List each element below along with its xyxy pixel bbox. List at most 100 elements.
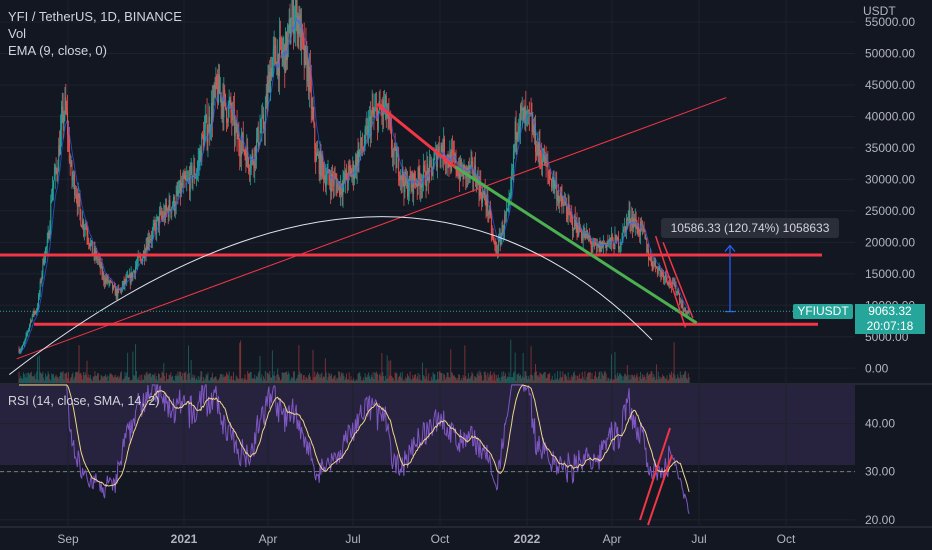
volume-bar	[356, 380, 358, 383]
volume-bar	[686, 379, 688, 383]
candle-body	[406, 178, 408, 184]
candle-body	[453, 152, 455, 159]
volume-bar	[96, 375, 98, 383]
candle-body	[308, 59, 310, 91]
candle-body	[395, 148, 397, 169]
volume-bar	[308, 373, 310, 383]
candle-body	[161, 216, 163, 217]
candle-body	[451, 149, 453, 171]
volume-bar	[105, 376, 107, 383]
volume-bar	[328, 372, 330, 383]
volume-bar	[459, 380, 461, 383]
volume-bar	[60, 372, 62, 383]
candle-body	[678, 294, 680, 302]
volume-bar	[491, 374, 493, 383]
volume-bar	[515, 380, 517, 383]
candle-body	[251, 153, 253, 159]
candle-body	[485, 200, 487, 207]
ema-indicator-label[interactable]: EMA (9, close, 0)	[8, 43, 107, 58]
volume-indicator-label[interactable]: Vol	[8, 26, 27, 41]
candle-body	[250, 158, 252, 169]
candle-body	[410, 180, 412, 188]
volume-bar	[81, 375, 83, 383]
volume-bar	[154, 372, 156, 383]
candle-body	[79, 198, 81, 211]
candle-body	[257, 127, 259, 147]
volume-bar	[369, 378, 371, 383]
candle-body	[101, 264, 103, 276]
candle-body	[60, 129, 61, 155]
candle-body	[653, 261, 655, 267]
volume-bar	[168, 374, 170, 383]
volume-bar	[115, 377, 117, 383]
candle-body	[675, 281, 677, 293]
volume-bar	[314, 371, 316, 383]
candle-body	[429, 160, 431, 162]
candle-body	[188, 177, 189, 179]
candle-body	[565, 201, 566, 206]
volume-bar	[674, 375, 676, 383]
volume-bar	[437, 379, 439, 383]
candle-body	[354, 173, 355, 180]
volume-bar	[365, 376, 367, 383]
candle-body	[635, 217, 637, 227]
candle-body	[258, 142, 260, 147]
volume-bar	[49, 379, 51, 383]
volume-bar	[549, 372, 551, 383]
volume-bar	[31, 376, 33, 383]
volume-bar	[238, 378, 240, 383]
volume-bar	[524, 371, 526, 383]
volume-bar	[190, 360, 192, 383]
candle-body	[520, 105, 521, 127]
candle-body	[361, 148, 363, 150]
volume-bar	[123, 378, 125, 383]
candle-body	[117, 288, 119, 297]
candle-body	[220, 93, 222, 107]
candle-body	[639, 233, 641, 236]
candle-body	[275, 46, 277, 64]
volume-bar	[300, 373, 302, 383]
volume-bar	[295, 378, 297, 383]
volume-bar	[432, 372, 434, 383]
candle-body	[531, 113, 533, 133]
volume-bar	[461, 380, 463, 383]
volume-bar	[628, 379, 630, 383]
candle-body	[623, 226, 625, 230]
volume-bar	[519, 374, 521, 383]
candle-body	[658, 268, 660, 269]
volume-bar	[618, 373, 620, 383]
volume-bar	[207, 372, 209, 383]
rsi-indicator-label[interactable]: RSI (14, close, SMA, 14, 2)	[8, 394, 160, 408]
volume-bar	[105, 374, 107, 383]
candle-body	[200, 150, 202, 162]
volume-bar	[263, 376, 265, 383]
volume-bar	[269, 371, 271, 383]
candle-body	[71, 162, 73, 180]
volume-bar	[531, 374, 533, 383]
volume-bar	[75, 372, 77, 383]
candle-body	[516, 132, 518, 140]
volume-bar	[176, 376, 178, 383]
volume-bar	[559, 371, 561, 383]
volume-bar	[323, 376, 325, 383]
volume-bar	[649, 373, 651, 383]
volume-bar	[592, 378, 594, 383]
volume-bar	[118, 378, 120, 383]
volume-bar	[218, 379, 220, 383]
volume-bar	[656, 379, 658, 383]
candle-body	[424, 165, 426, 185]
volume-bar	[347, 379, 349, 383]
volume-bar	[597, 376, 599, 383]
volume-bar	[148, 373, 150, 383]
volume-bar	[41, 374, 43, 383]
volume-bar	[88, 374, 90, 383]
falling-channel-line	[654, 235, 687, 328]
volume-bar	[143, 374, 145, 383]
candle-body	[57, 171, 59, 174]
candle-body	[426, 164, 428, 187]
candle-body	[558, 198, 560, 204]
candle-body	[669, 279, 671, 284]
symbol-title[interactable]: YFI / TetherUS, 1D, BINANCE	[8, 9, 182, 24]
candle-body	[422, 165, 424, 180]
